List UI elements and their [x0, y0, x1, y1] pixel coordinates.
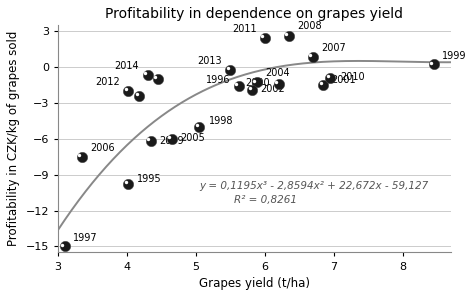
Point	[78, 154, 86, 159]
Point	[122, 87, 129, 91]
Point	[285, 33, 293, 38]
Text: 2005: 2005	[180, 133, 205, 143]
Title: Profitability in dependence on grapes yield: Profitability in dependence on grapes yi…	[106, 7, 403, 21]
Point	[309, 54, 317, 59]
Text: 2001: 2001	[332, 75, 356, 85]
Text: 1995: 1995	[137, 174, 161, 184]
Point	[168, 136, 175, 141]
Point	[76, 152, 83, 157]
Point	[122, 180, 129, 185]
Text: 2007: 2007	[321, 43, 346, 53]
Point	[154, 76, 162, 81]
Y-axis label: Profitability in CZK/kg of grapes sold: Profitability in CZK/kg of grapes sold	[7, 31, 20, 247]
Point	[61, 244, 69, 249]
Point	[319, 82, 327, 87]
Point	[133, 92, 140, 97]
Point	[145, 137, 152, 142]
Point	[317, 80, 324, 85]
Point	[232, 82, 240, 86]
Point	[327, 75, 334, 80]
Point	[125, 182, 132, 187]
Point	[307, 53, 314, 57]
Point	[427, 60, 435, 65]
Point	[258, 34, 266, 39]
Text: 1997: 1997	[73, 233, 98, 243]
X-axis label: Grapes yield (t/ha): Grapes yield (t/ha)	[199, 277, 310, 290]
Point	[249, 87, 256, 92]
Point	[275, 81, 283, 86]
Point	[430, 62, 438, 67]
Point	[253, 80, 260, 85]
Point	[272, 79, 280, 84]
Text: 2000: 2000	[246, 78, 270, 89]
Point	[283, 31, 290, 36]
Point	[147, 139, 155, 143]
Point	[58, 242, 66, 247]
Point	[250, 78, 257, 83]
Text: 2010: 2010	[340, 72, 365, 82]
Text: 2009: 2009	[159, 136, 184, 146]
Text: 2004: 2004	[265, 68, 290, 78]
Text: 2013: 2013	[198, 56, 222, 66]
Point	[224, 66, 231, 70]
Text: 1998: 1998	[209, 116, 234, 126]
Text: 1999: 1999	[442, 51, 466, 61]
Text: 1996: 1996	[206, 75, 230, 85]
Point	[261, 36, 269, 40]
Point	[235, 83, 242, 88]
Text: y = 0,1195x³ - 2,8594x² + 22,672x - 59,127: y = 0,1195x³ - 2,8594x² + 22,672x - 59,1…	[200, 181, 428, 191]
Point	[165, 135, 173, 139]
Point	[151, 75, 159, 79]
Point	[144, 73, 151, 78]
Point	[193, 123, 201, 127]
Point	[246, 86, 254, 90]
Text: 2008: 2008	[297, 21, 322, 31]
Point	[324, 73, 331, 78]
Point	[227, 67, 234, 72]
Text: R² = 0,8261: R² = 0,8261	[234, 195, 297, 205]
Point	[125, 89, 132, 93]
Point	[196, 124, 203, 129]
Text: 2014: 2014	[115, 61, 139, 71]
Text: 2002: 2002	[261, 84, 285, 94]
Text: 2011: 2011	[232, 24, 256, 34]
Text: 2012: 2012	[95, 77, 120, 87]
Point	[136, 94, 143, 99]
Text: 2006: 2006	[91, 143, 115, 153]
Point	[141, 71, 149, 76]
